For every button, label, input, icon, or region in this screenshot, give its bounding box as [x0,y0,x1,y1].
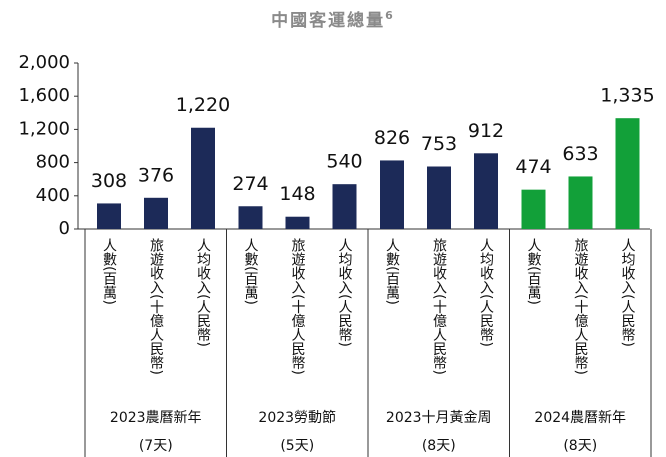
value-label: 753 [421,133,457,155]
value-label: 474 [515,156,551,178]
value-label: 826 [374,127,410,149]
x-tick-label: 旅遊收入(十億人民幣) [431,238,447,375]
y-tick-label: 2,000 [18,52,70,73]
bar [427,166,451,229]
y-tick-label: 0 [59,218,70,239]
bar [285,216,310,229]
group-sublabel: (7天) [139,438,173,454]
group-sublabel: (8天) [422,438,456,454]
value-label: 633 [562,143,598,165]
value-label: 274 [232,173,268,195]
bar [521,189,546,229]
bar [568,176,593,229]
y-tick-label: 1,600 [18,85,70,106]
group-label: 2023十月黃金周 [386,410,492,426]
value-label: 912 [468,120,504,142]
group-label: 2023勞動節 [258,409,336,426]
bar [144,197,168,229]
value-label: 540 [326,151,362,173]
bar [332,184,357,229]
x-tick-label: 人均收入(人民幣) [337,238,353,347]
x-tick-label: 旅遊收入(十億人民幣) [290,238,306,375]
value-label: 1,220 [176,94,230,116]
y-tick-label: 800 [36,152,70,173]
x-tick-label: 人數(百萬) [243,238,259,305]
title-note: 6 [385,9,395,22]
x-tick-label: 人均收入(人民幣) [195,238,211,347]
y-tick-label: 400 [36,185,70,206]
group-sublabel: (8天) [563,438,597,454]
group-label: 2024農曆新年 [534,410,626,426]
x-tick-label: 人均收入(人民幣) [478,238,494,347]
value-label: 376 [138,164,174,186]
x-tick-label: 人數(百萬) [384,238,400,305]
bar [97,203,121,229]
x-tick-label: 旅遊收入(十億人民幣) [148,238,164,375]
value-label: 1,335 [600,85,654,107]
x-tick-label: 人數(百萬) [101,238,117,305]
y-tick-label: 1,200 [18,118,70,139]
value-label: 148 [279,183,315,205]
value-label: 308 [91,170,127,192]
group-label: 2023農曆新年 [110,410,202,426]
bar [191,127,215,229]
bar [474,153,498,229]
bar [238,206,263,229]
bar [380,160,404,229]
x-tick-label: 旅遊收入(十億人民幣) [573,238,589,375]
title-text: 中國客運總量 [271,10,385,31]
group-sublabel: (5天) [280,438,314,454]
chart-title: 中國客運總量6 [271,9,395,31]
x-tick-label: 人均收入(人民幣) [620,238,636,347]
bar [615,118,640,229]
x-tick-label: 人數(百萬) [526,238,542,305]
